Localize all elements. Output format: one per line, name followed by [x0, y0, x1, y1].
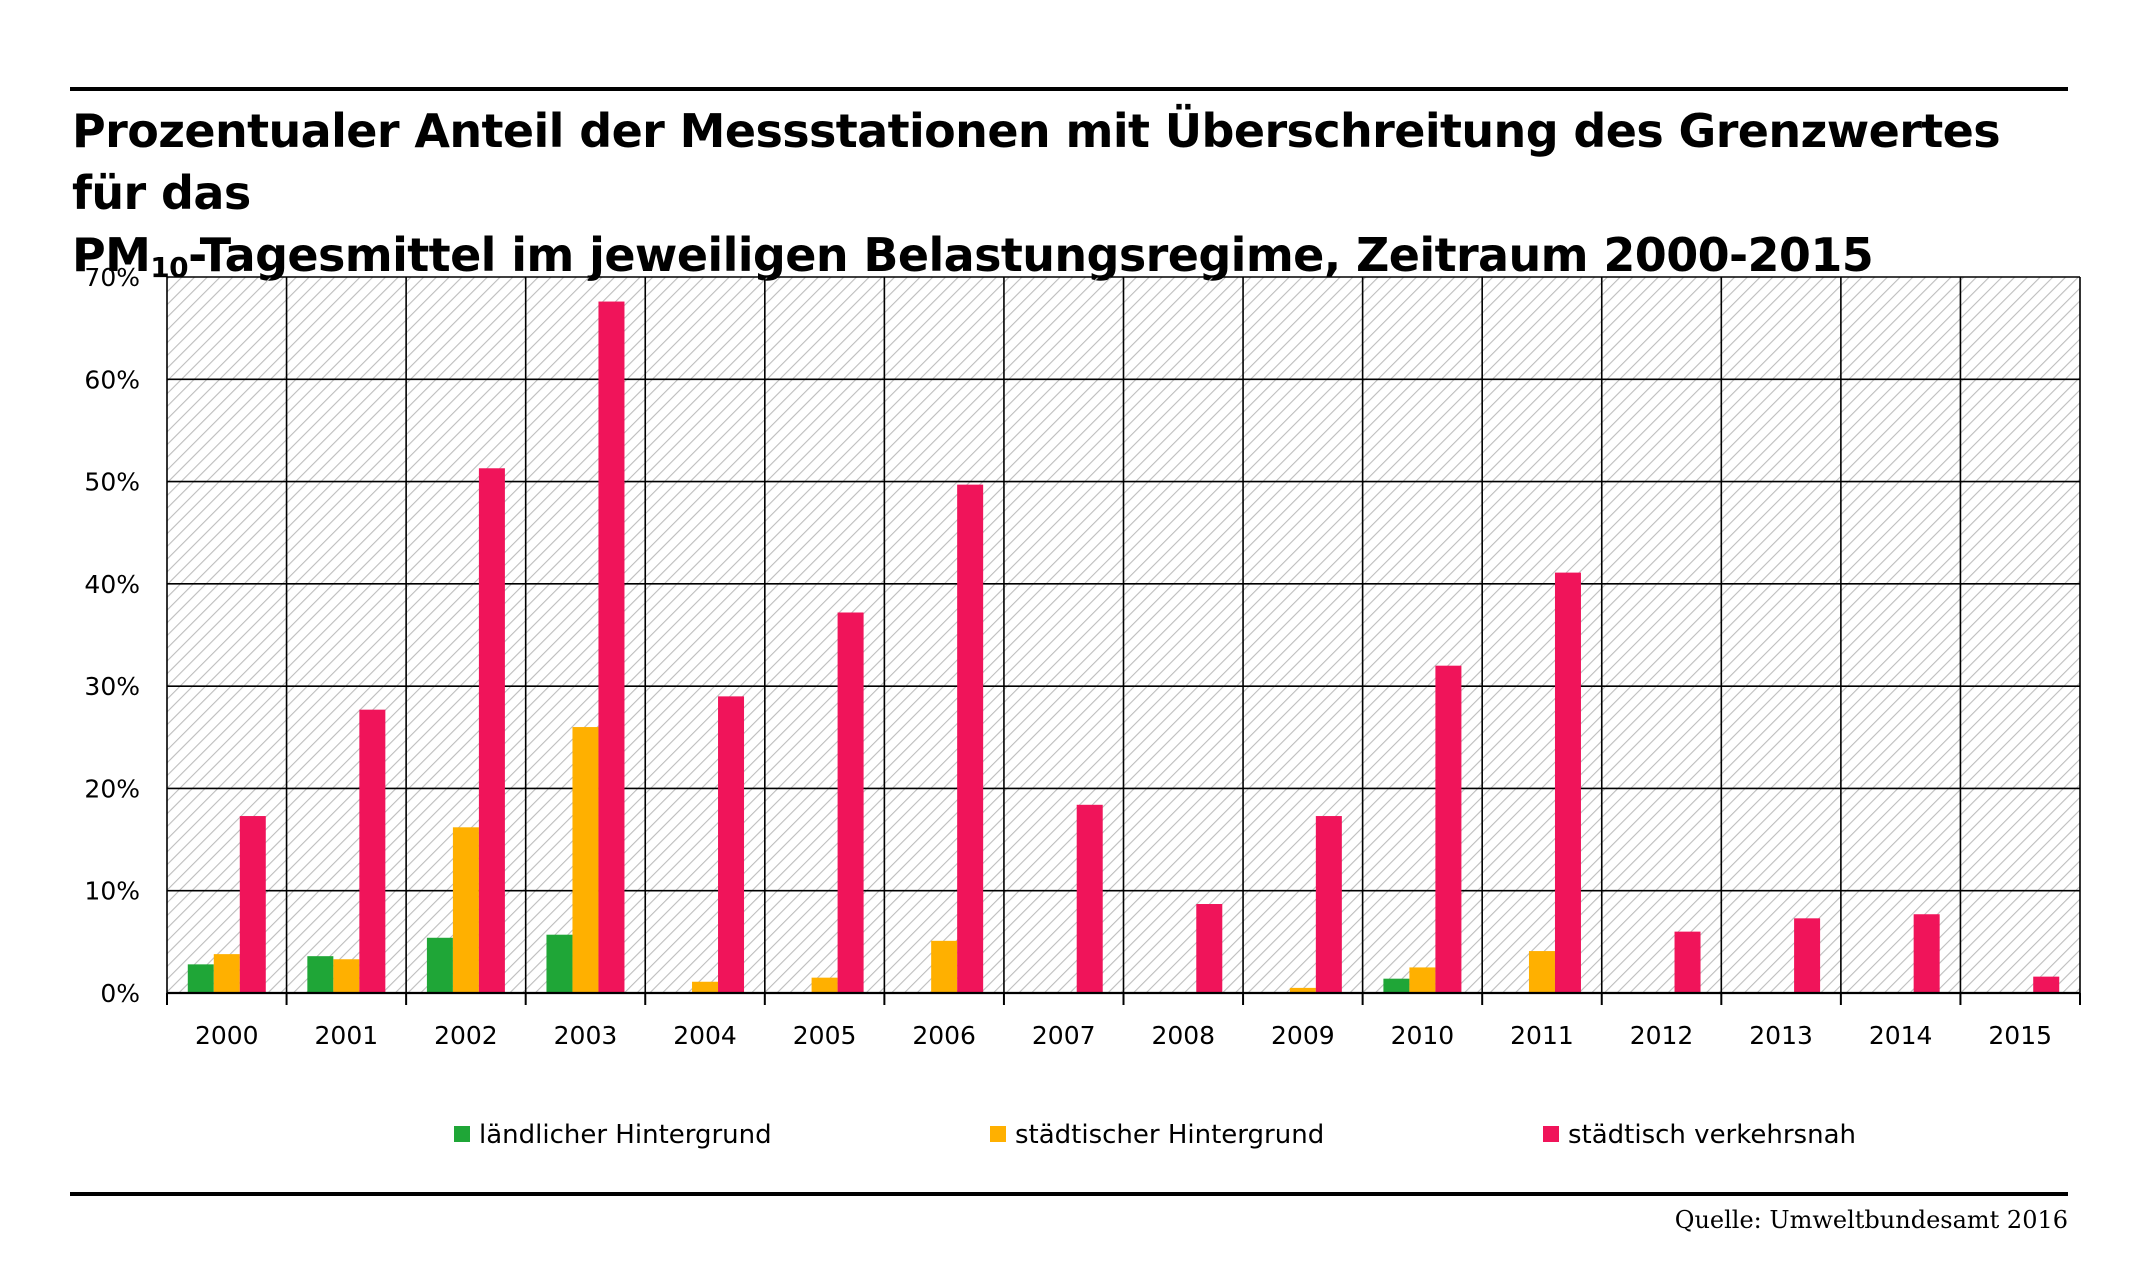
- bar: [957, 484, 984, 993]
- x-tick-label: 2015: [1988, 1021, 2052, 1050]
- bar: [1315, 816, 1342, 993]
- top-rule: [70, 87, 2068, 91]
- x-tick-label: 2002: [434, 1021, 498, 1050]
- y-tick-label: 10%: [84, 877, 140, 906]
- legend-swatch: [454, 1126, 470, 1142]
- bar: [187, 964, 214, 993]
- bar: [692, 981, 719, 993]
- x-tick-label: 2003: [554, 1021, 618, 1050]
- bar: [478, 468, 505, 993]
- x-tick-label: 2001: [315, 1021, 379, 1050]
- bar: [1794, 918, 1821, 993]
- x-tick-label: 2012: [1630, 1021, 1694, 1050]
- bar: [1289, 987, 1316, 993]
- legend-label: städtischer Hintergrund: [1015, 1120, 1324, 1150]
- bar: [1383, 978, 1410, 993]
- x-axis: [166, 991, 2081, 1005]
- bar: [546, 934, 573, 993]
- bar: [1435, 665, 1462, 993]
- legend-label: städtisch verkehrsnah: [1568, 1120, 1856, 1150]
- bar: [598, 301, 625, 993]
- bar: [837, 612, 864, 993]
- vertical-gridlines: [166, 277, 2081, 993]
- bar: [572, 727, 599, 993]
- x-tick-label: 2004: [673, 1021, 737, 1050]
- bars: [187, 301, 2060, 993]
- bar: [1076, 804, 1103, 993]
- bar: [239, 816, 266, 993]
- legend-label: ländlicher Hintergrund: [479, 1120, 772, 1150]
- bar: [359, 709, 386, 993]
- y-tick-label: 30%: [84, 672, 140, 701]
- chart-title: Prozentualer Anteil der Messstationen mi…: [72, 100, 2062, 286]
- y-tick-labels: 0% 10% 20% 30% 40% 50% 60% 70%: [84, 263, 140, 1008]
- legend: ländlicher Hintergrund städtischer Hinter…: [454, 1120, 1856, 1150]
- x-tick-label: 2006: [912, 1021, 976, 1050]
- bar: [2033, 976, 2060, 993]
- legend-item: städtischer Hintergrund: [990, 1120, 1324, 1150]
- bar: [1409, 967, 1436, 993]
- x-tick-label: 2011: [1510, 1021, 1574, 1050]
- legend-swatch: [1543, 1126, 1559, 1142]
- x-tick-label: 2009: [1271, 1021, 1335, 1050]
- bottom-rule: [70, 1192, 2068, 1196]
- x-tick-label: 2010: [1391, 1021, 1455, 1050]
- x-tick-label: 2000: [195, 1021, 259, 1050]
- bar: [718, 696, 745, 993]
- legend-item: ländlicher Hintergrund: [454, 1120, 772, 1150]
- x-tick-label: 2014: [1869, 1021, 1933, 1050]
- bar: [452, 827, 479, 993]
- x-tick-label: 2005: [793, 1021, 857, 1050]
- y-tick-label: 20%: [84, 774, 140, 803]
- bar: [213, 954, 240, 993]
- source-note: Quelle: Umweltbundesamt 2016: [1674, 1206, 2068, 1234]
- legend-swatch: [990, 1126, 1006, 1142]
- bar: [1913, 914, 1940, 993]
- x-tick-label: 2013: [1749, 1021, 1813, 1050]
- bar: [333, 959, 360, 993]
- bar: [1674, 931, 1701, 993]
- x-tick-label: 2008: [1151, 1021, 1215, 1050]
- bar: [811, 977, 838, 993]
- title-rest: -Tagesmittel im jeweiligen Belastungsreg…: [188, 228, 1874, 282]
- y-tick-label: 50%: [84, 468, 140, 497]
- y-tick-label: 70%: [84, 263, 140, 292]
- title-line-1: Prozentualer Anteil der Messstationen mi…: [72, 104, 2001, 220]
- bar: [426, 937, 453, 993]
- title-pm: PM: [72, 228, 151, 282]
- bar-chart: 0% 10% 20% 30% 40% 50% 60% 70% 2000 2001 2002 2003…: [84, 263, 2081, 1150]
- bar: [307, 956, 334, 993]
- bar: [931, 940, 958, 993]
- x-tick-labels: 2000 2001 2002 2003 2004 2005 2006 2007 2008 2009…: [195, 1021, 2052, 1050]
- x-tick-label: 2007: [1032, 1021, 1096, 1050]
- y-tick-label: 60%: [84, 365, 140, 394]
- bar: [1196, 904, 1223, 993]
- bar: [1528, 951, 1555, 993]
- bar: [1554, 572, 1581, 993]
- legend-item: städtisch verkehrsnah: [1543, 1120, 1856, 1150]
- y-tick-label: 40%: [84, 570, 140, 599]
- y-tick-label: 0%: [100, 979, 140, 1008]
